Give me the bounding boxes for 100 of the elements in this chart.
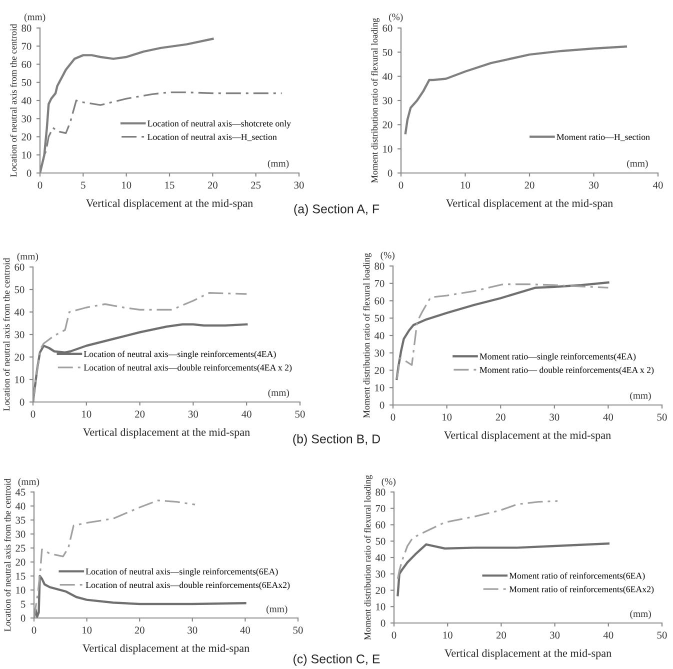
x-tick-label: 20: [208, 182, 218, 189]
y-tick-label: 10: [383, 146, 392, 153]
y-tick-label: 30: [382, 97, 392, 104]
x-axis-title: Vertical displacement at the mid-span: [83, 428, 250, 438]
annotation: (mm): [268, 389, 290, 398]
y-tick-label: 80: [376, 488, 386, 496]
x-tick-label: 0: [398, 182, 404, 189]
text: (%): [380, 252, 394, 260]
y-tick-label: 20: [16, 558, 26, 566]
x-tick-label: 50: [295, 410, 305, 418]
y-tick-label: 0: [388, 170, 392, 177]
x-tick-label: 50: [293, 626, 303, 634]
x-tick-label: 40: [652, 182, 663, 189]
y-tick-label: 0: [380, 620, 386, 627]
y-tick-label: 10: [376, 603, 386, 610]
x-axis-title: Vertical displacement at the mid-span: [444, 649, 612, 660]
y-tick-label: 40: [374, 332, 384, 340]
x-tick-label: 10: [460, 182, 470, 189]
line-series: [404, 46, 627, 134]
legend-label: Location of neutral axis—double reinforcements(4EA x 2): [84, 364, 292, 372]
legend-label: Moment ratio—single reinforcements(4EA): [480, 353, 636, 362]
y-axis-title: Location of neutral axis from the centroid: [4, 478, 11, 632]
y-tick-label: 45: [15, 488, 26, 496]
y-tick-label: 60: [22, 60, 32, 68]
y-tick-label: 0: [26, 170, 32, 177]
y-tick-label: 30: [14, 331, 24, 338]
y-tick-label: 30: [16, 530, 26, 538]
legend-label: Moment ratio— double reinforcements(4EA x 2): [480, 366, 654, 375]
x-tick-label: 20: [524, 182, 534, 189]
x-tick-label: 20: [496, 632, 506, 639]
x-axis-title: Vertical displacement at the mid-span: [446, 199, 613, 210]
x-tick-label: 50: [657, 414, 667, 421]
x-tick-label: 30: [589, 182, 599, 189]
x-tick-label: 30: [294, 182, 304, 189]
legend-label: Moment ratio of reinforcements(6EA): [509, 572, 645, 581]
y-tick-label: 10: [15, 376, 24, 384]
x-tick-label: 10: [443, 632, 452, 639]
legend-label: Moment ratio of reinforcements(6EAx2): [509, 586, 654, 594]
x-tick-label: 0: [38, 182, 42, 189]
y-tick-label: 40: [375, 554, 386, 562]
y-tick-label: 60: [374, 297, 384, 304]
y-tick-label: 80: [22, 24, 32, 32]
y-tick-label: 0: [20, 398, 24, 406]
legend-label: Location of neutral axis—single reinforcements(4EA): [84, 350, 276, 359]
x-tick-label: 10: [82, 626, 92, 634]
annotation: (mm): [627, 160, 648, 169]
x-tick-label: 0: [32, 626, 36, 634]
x-tick-label: 40: [603, 414, 614, 421]
annotation: (mm): [630, 392, 651, 401]
text: (a) Section A, F: [294, 204, 380, 216]
y-tick-label: 30: [22, 115, 32, 122]
y-tick-label: 50: [22, 79, 32, 86]
y-axis-title: Moment distribution ratio of flexural loading: [363, 253, 372, 418]
y-tick-label: 10: [16, 586, 26, 594]
x-tick-label: 40: [242, 410, 252, 418]
x-axis-title: Vertical displacement at the mid-span: [444, 431, 611, 442]
y-tick-label: 80: [374, 262, 384, 270]
y-tick-label: 5: [21, 600, 26, 608]
y-tick-label: 20: [376, 586, 386, 594]
text: (mm): [17, 252, 38, 262]
y-tick-label: 60: [14, 264, 24, 271]
annotation: (mm): [630, 610, 651, 620]
y-tick-label: 0: [20, 614, 26, 622]
y-tick-label: 60: [382, 24, 392, 32]
y-tick-label: 50: [382, 48, 392, 56]
y-axis-title: Location of neutral axis from the centroid: [10, 24, 17, 177]
x-tick-label: 30: [188, 410, 198, 418]
y-tick-label: 20: [22, 133, 32, 140]
x-axis-title: Vertical displacement at the mid-span: [86, 199, 253, 210]
y-tick-label: 40: [14, 308, 24, 316]
annotation: (mm): [266, 605, 288, 614]
x-tick-label: 30: [550, 414, 560, 421]
y-tick-label: 20: [14, 354, 24, 361]
y-tick-label: 40: [382, 73, 392, 80]
legend-label: Moment ratio—H_section: [556, 134, 650, 142]
x-tick-label: 20: [134, 626, 144, 634]
y-tick-label: 40: [21, 97, 32, 104]
y-tick-label: 10: [22, 152, 32, 159]
y-tick-label: 50: [376, 538, 386, 545]
text: (%): [382, 478, 396, 487]
y-tick-label: 20: [374, 366, 384, 374]
x-tick-label: 20: [135, 410, 145, 418]
legend-label: Location of neutral axis—H_section: [148, 134, 277, 142]
text: (mm): [18, 478, 40, 487]
x-tick-label: 10: [442, 414, 452, 421]
x-tick-label: 50: [657, 632, 667, 639]
y-tick-label: 35: [16, 516, 26, 524]
x-tick-label: 30: [188, 626, 198, 634]
x-tick-label: 20: [496, 414, 506, 421]
y-tick-label: 50: [14, 286, 24, 294]
y-tick-label: 30: [376, 570, 386, 578]
legend-label: Location of neutral axis—shotcrete only: [148, 120, 291, 128]
annotation: (mm): [268, 160, 289, 169]
x-tick-label: 40: [603, 632, 614, 639]
y-tick-label: 40: [15, 502, 26, 510]
x-axis-title: Vertical displacement at the mid-span: [82, 644, 250, 654]
text: (c) Section C, E: [294, 654, 380, 666]
y-tick-label: 15: [16, 572, 26, 580]
y-tick-label: 70: [374, 280, 384, 288]
text: (mm): [24, 13, 46, 22]
